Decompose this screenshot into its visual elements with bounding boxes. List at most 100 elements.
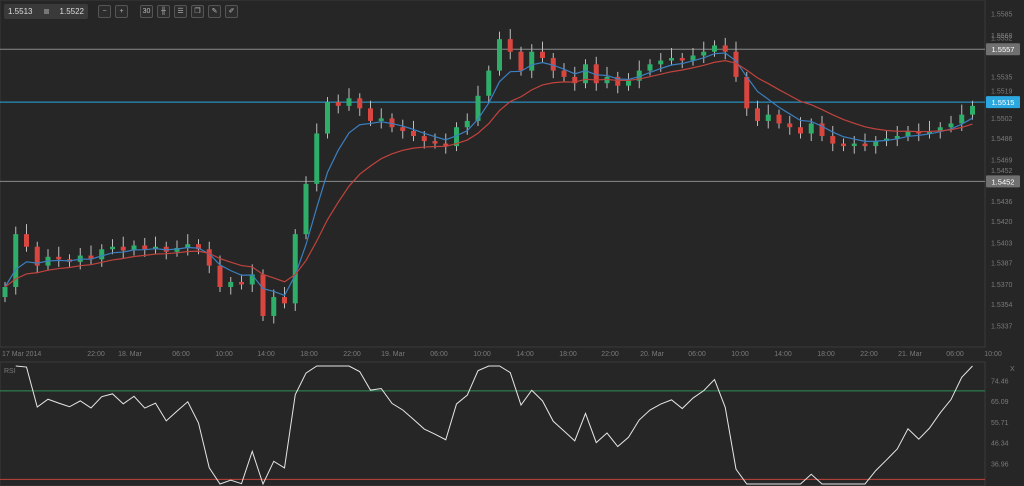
candle-body bbox=[733, 51, 739, 77]
candle bbox=[378, 108, 384, 129]
edit-icon[interactable]: ✎ bbox=[208, 4, 221, 18]
candle-body bbox=[206, 249, 212, 266]
time-tick-label: 10:00 bbox=[473, 351, 491, 358]
candle bbox=[24, 224, 29, 252]
compare-icon[interactable]: ❐ bbox=[191, 4, 204, 18]
candle bbox=[927, 120, 932, 139]
time-tick-label: 22:00 bbox=[860, 351, 878, 358]
candle-body bbox=[583, 64, 588, 84]
candle-body bbox=[99, 249, 105, 260]
timeframe-30-icon[interactable]: 30 bbox=[140, 4, 153, 18]
candle-body bbox=[497, 39, 502, 71]
candle-body bbox=[647, 64, 653, 71]
candle bbox=[411, 120, 416, 142]
candle bbox=[153, 236, 158, 255]
candle-body bbox=[475, 95, 481, 121]
candle-body bbox=[56, 256, 62, 260]
indicators-icon[interactable]: ☰ bbox=[174, 4, 187, 18]
time-tick-label: 14:00 bbox=[516, 351, 534, 358]
price-tick-label: 1.5469 bbox=[991, 157, 1013, 164]
candle bbox=[260, 269, 266, 321]
time-tick-label: 17 Mar 2014 bbox=[2, 351, 41, 358]
candle bbox=[572, 66, 578, 91]
candle-body bbox=[185, 244, 191, 248]
candle bbox=[110, 239, 115, 255]
candle-body bbox=[249, 274, 255, 285]
price-tick-label: 1.5552 bbox=[991, 36, 1013, 43]
candle bbox=[959, 104, 965, 131]
candle-body bbox=[346, 98, 352, 106]
draw-icon[interactable]: ✐ bbox=[225, 4, 238, 18]
candle bbox=[368, 100, 373, 126]
candle bbox=[2, 281, 8, 303]
candle bbox=[679, 53, 685, 69]
candle bbox=[131, 240, 137, 256]
candle-body bbox=[432, 141, 438, 144]
candle bbox=[873, 136, 879, 154]
candle-body bbox=[464, 120, 470, 128]
candle-body bbox=[970, 105, 975, 115]
rsi-title: RSI bbox=[4, 368, 16, 375]
candle-body bbox=[561, 70, 567, 77]
candle-body bbox=[744, 76, 750, 109]
time-tick-label: 22:00 bbox=[601, 351, 619, 358]
candle bbox=[56, 246, 62, 267]
candle-body bbox=[325, 102, 330, 134]
price-tick-label: 1.5502 bbox=[991, 116, 1013, 123]
candle-body bbox=[679, 58, 685, 61]
price-level-tag bbox=[986, 175, 1020, 188]
candle bbox=[744, 71, 750, 116]
candle-body bbox=[303, 183, 309, 235]
price-tick-label: 1.5370 bbox=[991, 282, 1013, 289]
candle-body bbox=[615, 76, 621, 86]
time-tick-label: 22:00 bbox=[87, 351, 105, 358]
candle-body bbox=[314, 133, 320, 184]
time-tick-label: 21. Mar bbox=[898, 351, 922, 358]
candle bbox=[529, 44, 535, 79]
candle-body bbox=[389, 118, 395, 128]
time-tick-label: 14:00 bbox=[774, 351, 792, 358]
candle-body bbox=[658, 60, 664, 65]
time-tick-label: 18. Mar bbox=[118, 351, 142, 358]
candle bbox=[830, 125, 836, 152]
price-tick-label: 1.5354 bbox=[991, 302, 1013, 309]
candle-body bbox=[271, 297, 277, 316]
time-tick-label: 22:00 bbox=[343, 351, 361, 358]
candle bbox=[894, 125, 900, 147]
time-tick-label: 18:00 bbox=[817, 351, 835, 358]
candle-body bbox=[755, 108, 760, 121]
candle-body bbox=[110, 246, 115, 250]
candle-body bbox=[894, 136, 900, 139]
candle bbox=[357, 93, 363, 116]
candle-body bbox=[368, 108, 373, 121]
candle bbox=[819, 115, 825, 142]
candle-body bbox=[948, 123, 954, 128]
candle-body bbox=[712, 45, 717, 52]
zoom-in-icon[interactable]: + bbox=[115, 4, 128, 18]
bid-ask-quote[interactable]: 1.5513 1.5522 bbox=[4, 3, 88, 19]
candle-body bbox=[851, 143, 857, 147]
candle-body bbox=[540, 51, 545, 59]
candle-body bbox=[572, 76, 578, 84]
ema-fast-line bbox=[4, 52, 973, 297]
candle-body bbox=[196, 244, 201, 250]
candle bbox=[239, 274, 244, 290]
candle-body bbox=[411, 131, 416, 137]
candle bbox=[701, 41, 707, 64]
price-tick-label: 1.5436 bbox=[991, 199, 1013, 206]
candle bbox=[636, 60, 642, 89]
candle-body bbox=[260, 274, 266, 316]
price-tick-label: 1.5568 bbox=[991, 33, 1013, 40]
candle bbox=[228, 276, 234, 295]
zoom-out-icon[interactable]: − bbox=[98, 4, 111, 18]
candle-body bbox=[228, 281, 234, 287]
price-tick-label: 1.5403 bbox=[991, 240, 1013, 247]
candle bbox=[787, 115, 793, 135]
price-panel bbox=[0, 0, 986, 348]
candle bbox=[314, 123, 320, 192]
price-tick-label: 1.5486 bbox=[991, 136, 1013, 143]
candle-body bbox=[937, 127, 943, 131]
chart-type-icon[interactable]: ╫ bbox=[157, 4, 170, 18]
candle bbox=[142, 237, 148, 257]
